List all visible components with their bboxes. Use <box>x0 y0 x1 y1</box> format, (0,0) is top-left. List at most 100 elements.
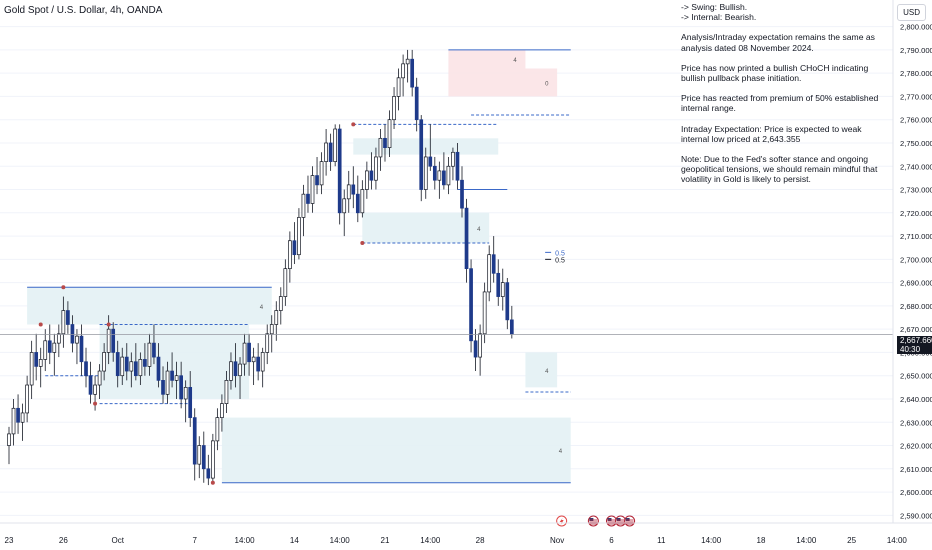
x-tick-label: 28 <box>476 536 485 545</box>
y-tick-label: 2,720.000 <box>900 209 932 218</box>
candle-body <box>52 342 57 353</box>
candle-body <box>451 151 455 167</box>
candle-body <box>84 361 88 377</box>
candle-body <box>419 119 424 190</box>
candle-body <box>428 156 433 167</box>
overlay-layer: 0.50.5 <box>0 122 893 527</box>
candle-body <box>306 193 310 204</box>
candle-body <box>432 165 437 181</box>
candle-body <box>351 184 356 195</box>
y-tick-label: 2,740.000 <box>900 162 932 171</box>
candle-body <box>88 375 93 395</box>
zone-box <box>221 417 571 483</box>
y-tick-label: 2,790.000 <box>900 46 932 55</box>
candle-body <box>93 384 97 395</box>
y-tick-label: 2,760.000 <box>900 116 932 125</box>
candle-body <box>25 384 29 414</box>
candle-body <box>460 179 464 209</box>
x-tick-label: 14:00 <box>330 536 351 545</box>
us-flag-canton <box>589 518 594 521</box>
candle-body <box>346 184 351 200</box>
y-tick-label: 2,710.000 <box>900 232 932 241</box>
x-tick-label: 7 <box>193 536 198 545</box>
y-tick-label: 2,670.000 <box>900 325 932 334</box>
x-tick-label: 14:00 <box>701 536 722 545</box>
current-price-tag: 2,667.660 40:30 <box>897 336 932 354</box>
candle-body <box>201 445 206 470</box>
candle-body <box>43 340 48 360</box>
us-flag-canton <box>607 518 612 521</box>
candle-body <box>79 335 84 363</box>
candle-body <box>401 63 405 79</box>
candle-body <box>197 445 202 465</box>
candle-body <box>360 189 365 214</box>
chart-title: Gold Spot / U.S. Dollar, 4h, OANDA <box>4 5 163 16</box>
candle-body <box>34 352 39 367</box>
note-line: -> Internal: Bearish. <box>681 12 757 23</box>
candle-body <box>156 356 161 381</box>
candle-body <box>56 333 61 344</box>
candle-body <box>369 170 374 181</box>
note-line: Analysis/Intraday expectation remains th… <box>681 32 875 53</box>
x-tick-label: 14:00 <box>235 536 256 545</box>
y-tick-label: 2,620.000 <box>900 442 932 451</box>
candle-body <box>111 328 116 353</box>
candle-body <box>478 333 482 358</box>
note-line: Intraday Expectation: Price is expected … <box>681 123 862 144</box>
price-axis[interactable]: 2,590.000 2,600.000 2,610.000 2,620.000 2,63… <box>892 0 932 523</box>
candle-body <box>251 356 256 363</box>
candle-body <box>138 359 143 377</box>
y-tick-label: 2,610.000 <box>900 465 932 474</box>
candle-body <box>265 333 270 353</box>
us-flag-canton <box>616 518 621 521</box>
note-line: Price has reacted from premium of 50% es… <box>681 93 879 114</box>
x-tick-label: 11 <box>657 536 666 545</box>
x-tick-label: Oct <box>111 536 124 545</box>
candle-body <box>378 137 383 158</box>
zone-box <box>362 212 490 244</box>
candle-body <box>143 359 147 367</box>
candle-body <box>20 412 25 423</box>
zone-box <box>448 49 526 69</box>
candle-body <box>365 170 369 190</box>
candle-body <box>247 342 251 363</box>
candle-body <box>442 170 446 186</box>
candle-body <box>220 403 224 418</box>
candle-body <box>192 417 197 465</box>
candle-body <box>414 86 419 121</box>
candles-layer <box>7 49 514 486</box>
candle-body <box>256 356 260 372</box>
y-tick-label: 2,690.000 <box>900 279 932 288</box>
swing-point-marker <box>93 401 98 406</box>
candle-body <box>288 240 292 270</box>
time-axis[interactable]: 23 26 Oct 7 14:00 14 14:00 21 14:00 28 Nov 6 11 14:00… <box>0 522 932 545</box>
candle-body <box>487 254 492 293</box>
candle-body <box>355 193 360 214</box>
candle-body <box>333 128 338 162</box>
y-tick-label: 2,730.000 <box>900 186 932 195</box>
currency-button[interactable]: USD <box>897 4 926 21</box>
candle-body <box>374 156 378 181</box>
candle-body <box>328 142 333 162</box>
candle-body <box>469 268 473 342</box>
candle-body <box>238 363 242 377</box>
candle-body <box>179 375 183 400</box>
candle-body <box>455 151 460 181</box>
candle-body <box>324 142 328 162</box>
x-tick-label: 14:00 <box>796 536 817 545</box>
zone-label: 4 <box>559 449 563 455</box>
flash-bolt <box>559 518 564 525</box>
candle-body <box>229 361 233 381</box>
zone-label: 0 <box>545 81 549 87</box>
swing-point-marker <box>210 480 215 485</box>
candle-body <box>242 342 247 365</box>
note-line: Price has now printed a bullish CHoCH in… <box>681 62 869 84</box>
candle-body <box>102 352 106 372</box>
swing-point-marker <box>351 122 356 127</box>
candle-body <box>342 198 347 214</box>
analysis-notes: -> Swing: Bullish. -> Internal: Bearish. A… <box>681 2 881 195</box>
y-tick-label: 2,640.000 <box>900 395 932 404</box>
candle-body <box>297 217 301 256</box>
x-tick-label: 23 <box>5 536 14 545</box>
